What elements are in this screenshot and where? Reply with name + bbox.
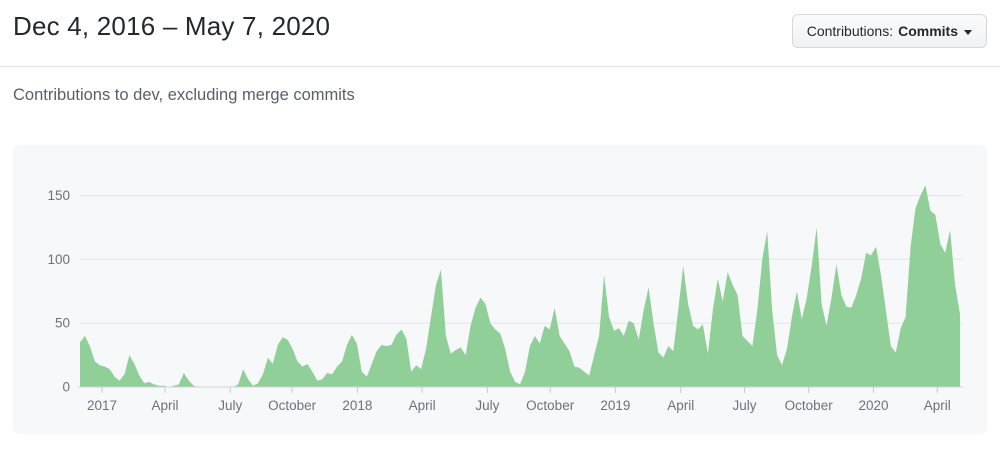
x-axis-tick-label: October bbox=[526, 398, 575, 413]
x-axis-tick-label: April bbox=[151, 398, 178, 413]
header-divider bbox=[0, 66, 1000, 67]
chart-subtitle: Contributions to dev, excluding merge co… bbox=[13, 86, 355, 104]
y-axis-tick-label: 50 bbox=[55, 316, 70, 331]
x-axis-tick-label: 2020 bbox=[858, 398, 888, 413]
date-range-title: Dec 4, 2016 – May 7, 2020 bbox=[13, 11, 331, 41]
y-axis-tick-label: 150 bbox=[47, 188, 70, 203]
x-axis-tick-label: October bbox=[268, 398, 317, 413]
contributions-chart-panel: 0 50 100 150 2017 April July October 2018 April Ju… bbox=[13, 145, 987, 434]
x-axis-tick-label: 2017 bbox=[87, 398, 117, 413]
contributions-filter-button[interactable]: Contributions: Commits bbox=[791, 14, 987, 48]
x-axis-tick-label: April bbox=[667, 398, 694, 413]
commits-area-series bbox=[80, 185, 960, 387]
y-axis-tick-label: 100 bbox=[47, 252, 70, 267]
x-axis-tick-label: 2019 bbox=[600, 398, 630, 413]
caret-down-icon bbox=[964, 29, 972, 35]
x-axis-tick-label: 2018 bbox=[342, 398, 372, 413]
x-axis-tick-label: October bbox=[785, 398, 834, 413]
x-axis-tick-label: July bbox=[218, 398, 242, 413]
contributions-area-chart[interactable]: 0 50 100 150 2017 April July October 2018 April Ju… bbox=[13, 145, 987, 434]
x-axis-tick-label: July bbox=[475, 398, 499, 413]
filter-button-label: Contributions: bbox=[806, 23, 894, 39]
y-axis-tick-label: 0 bbox=[62, 380, 70, 395]
x-axis-tick-label: April bbox=[409, 398, 436, 413]
filter-selected-value: Commits bbox=[898, 23, 958, 39]
x-axis-tick-label: April bbox=[924, 398, 951, 413]
x-axis-tick-label: July bbox=[732, 398, 756, 413]
